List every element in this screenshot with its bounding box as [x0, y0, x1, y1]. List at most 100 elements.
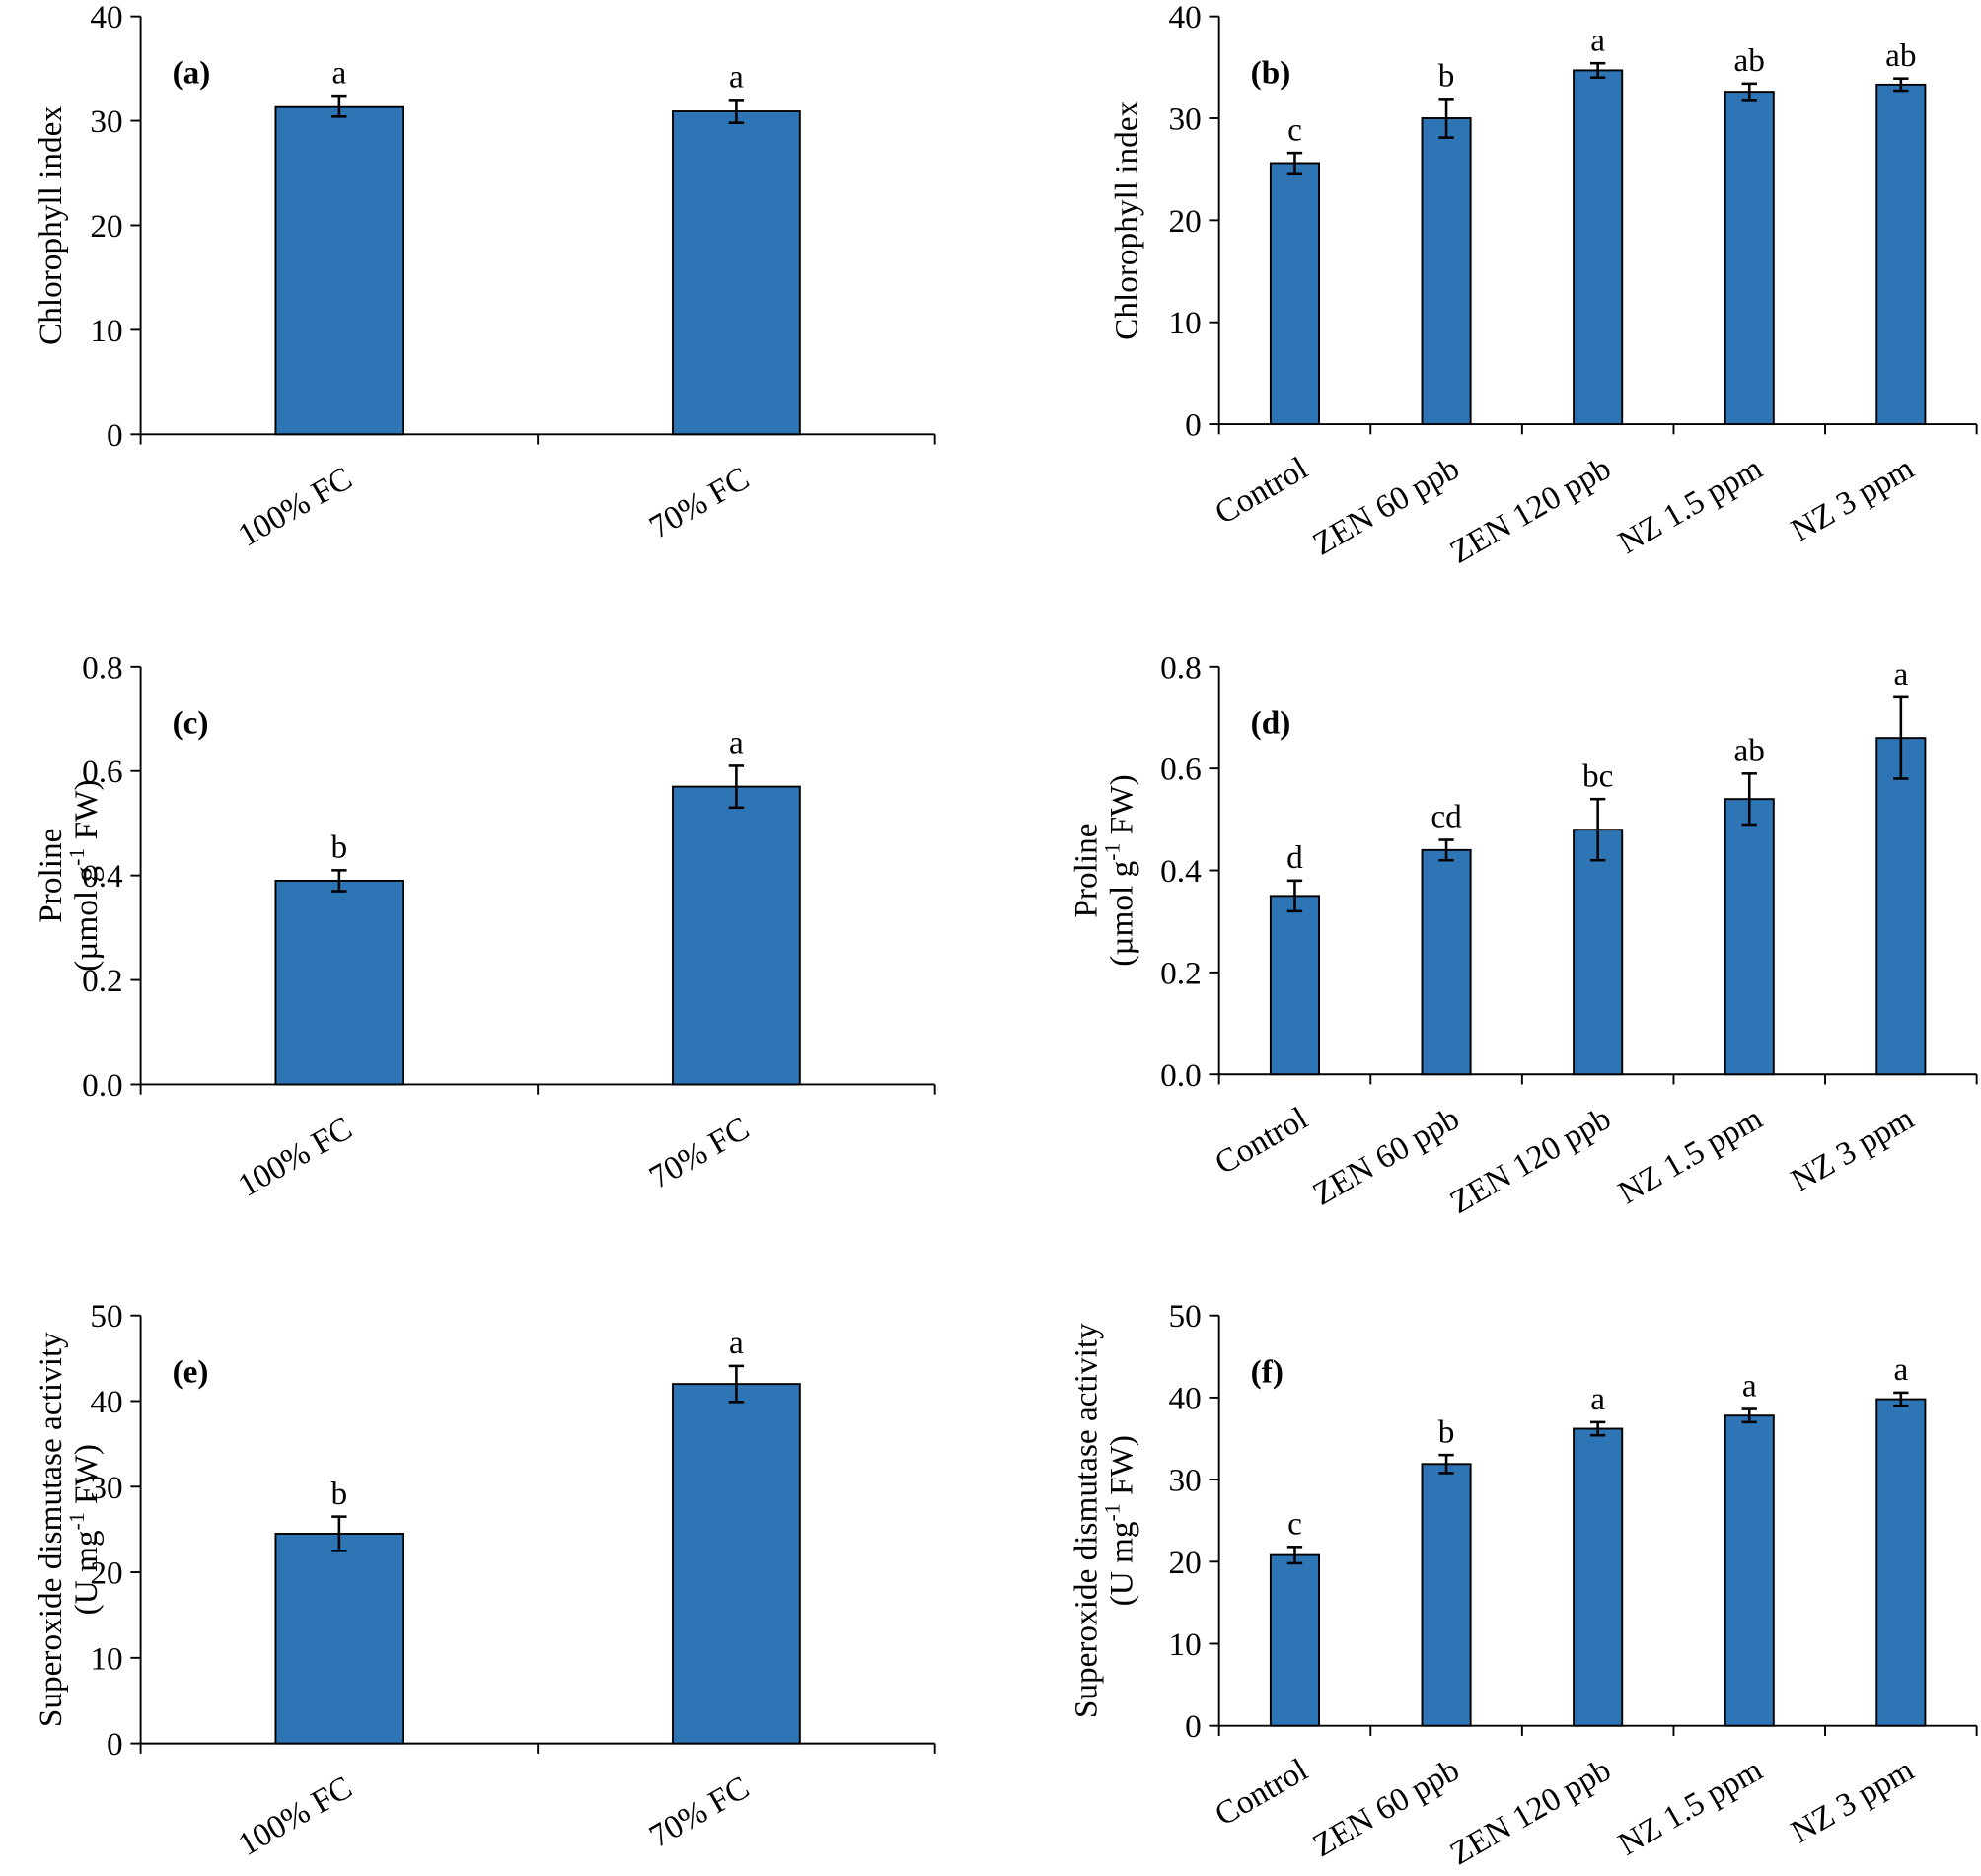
x-tick-label: ZEN 120 ppb — [1444, 450, 1617, 571]
error-bar — [1438, 98, 1454, 139]
y-tick-label: 0.8 — [1160, 649, 1202, 685]
bar — [672, 785, 801, 1086]
panel-label: (a) — [173, 54, 211, 91]
bar — [274, 105, 404, 436]
x-tick-label: Control — [1209, 1752, 1314, 1834]
significance-letter: d — [1286, 839, 1303, 876]
y-tick-label: 30 — [1168, 1463, 1201, 1499]
y-tick-label: 0.6 — [82, 754, 123, 790]
x-tick-label: ZEN 60 ppb — [1306, 1752, 1465, 1864]
error-bar — [331, 1515, 347, 1552]
y-tick-label: 20 — [90, 208, 122, 245]
x-tick-label: ZEN 120 ppb — [1444, 1752, 1617, 1873]
error-bar — [728, 99, 745, 124]
significance-letter: a — [729, 59, 744, 96]
significance-letter: a — [1893, 656, 1908, 692]
y-tick-label: 10 — [90, 1640, 122, 1677]
significance-letter: c — [1287, 1506, 1302, 1543]
y-axis-label: Proline — [33, 829, 69, 923]
bar — [1421, 1463, 1472, 1727]
bar — [1269, 1553, 1321, 1727]
y-tick-label: 0.4 — [1160, 853, 1202, 890]
panel-label: (e) — [173, 1354, 209, 1391]
panel-label: (f) — [1251, 1354, 1284, 1391]
error-bar — [1286, 151, 1303, 176]
x-tick-label: 100% FC — [232, 1111, 358, 1204]
y-tick-label: 40 — [1168, 0, 1201, 36]
y-tick-label: 40 — [1168, 1380, 1201, 1416]
superscript: -1 — [1101, 843, 1125, 861]
significance-letter: b — [331, 830, 348, 866]
superscript: -1 — [65, 1512, 89, 1530]
x-tick-label: 70% FC — [643, 1111, 756, 1196]
error-bar — [1438, 838, 1454, 862]
x-tick-label: ZEN 60 ppb — [1306, 450, 1465, 562]
bar — [1724, 798, 1775, 1076]
y-tick-label: 30 — [90, 104, 122, 140]
bar — [672, 110, 801, 436]
error-bar — [1741, 772, 1757, 827]
bar — [1573, 829, 1624, 1076]
bar — [1269, 162, 1321, 426]
y-tick-label: 0.2 — [1160, 955, 1202, 991]
error-bar — [728, 1364, 745, 1404]
label-part: FW) — [1103, 1435, 1139, 1503]
error-bar — [1589, 1420, 1606, 1437]
x-tick-label: NZ 1.5 ppm — [1612, 1100, 1769, 1211]
x-tick-label: 100% FC — [232, 460, 358, 553]
x-tick-label: NZ 3 ppm — [1785, 1752, 1920, 1850]
y-axis-label: (U mg-1 FW) — [1101, 1435, 1140, 1606]
error-bar — [1589, 61, 1606, 79]
error-bar — [1893, 77, 1909, 93]
error-bar — [1286, 1546, 1303, 1565]
y-tick-label: 50 — [90, 1298, 122, 1335]
x-tick-label: NZ 1.5 ppm — [1612, 1752, 1769, 1863]
y-tick-label: 20 — [90, 1555, 122, 1592]
error-bar — [1741, 1407, 1757, 1424]
label-part: (U mg — [1103, 1521, 1139, 1606]
x-tick-label: ZEN 60 ppb — [1306, 1100, 1465, 1212]
error-bar — [1893, 1391, 1909, 1407]
y-axis-label: Proline — [1068, 823, 1105, 917]
y-tick-label: 0.0 — [82, 1067, 123, 1104]
y-tick-label: 0.8 — [82, 649, 123, 685]
error-bar — [331, 94, 347, 118]
y-tick-label: 10 — [1168, 305, 1201, 341]
y-axis-label: Superoxide dismutase activity — [33, 1332, 69, 1727]
significance-letter: a — [1893, 1351, 1908, 1388]
y-axis-label: Chlorophyll index — [1108, 100, 1144, 339]
x-tick-label: ZEN 120 ppb — [1444, 1100, 1617, 1221]
label-part: (U mg — [68, 1530, 105, 1615]
y-tick-label: 0.4 — [82, 858, 123, 895]
significance-letter: a — [331, 54, 346, 91]
panel-label: (b) — [1251, 54, 1291, 91]
significance-letter: b — [331, 1476, 348, 1512]
y-axis-label: (µmol g-1 FW) — [1101, 774, 1140, 966]
superscript: -1 — [65, 848, 89, 866]
error-bar — [1286, 879, 1303, 913]
bar — [1421, 848, 1472, 1076]
significance-letter: a — [729, 1325, 744, 1361]
y-tick-label: 30 — [90, 1470, 122, 1506]
bar — [672, 1383, 801, 1745]
y-tick-label: 30 — [1168, 102, 1201, 138]
bar — [1573, 69, 1624, 426]
bar — [1875, 1398, 1927, 1727]
bar — [1875, 83, 1927, 426]
bar — [1724, 91, 1775, 426]
significance-letter: b — [1438, 1413, 1455, 1450]
error-bar — [1893, 695, 1909, 780]
y-tick-label: 20 — [1168, 203, 1201, 240]
y-tick-label: 40 — [90, 1384, 122, 1420]
bar — [1573, 1427, 1624, 1727]
y-tick-label: 0.0 — [1160, 1057, 1202, 1094]
y-tick-label: 0 — [1185, 1708, 1202, 1745]
y-tick-label: 40 — [90, 0, 122, 36]
significance-letter: ab — [1734, 733, 1765, 769]
x-tick-label: Control — [1209, 1100, 1314, 1182]
significance-letter: a — [1590, 1381, 1605, 1417]
y-tick-label: 10 — [90, 313, 122, 349]
significance-letter: b — [1438, 58, 1455, 95]
y-axis-label: (U mg-1 FW) — [65, 1444, 105, 1615]
panel-label: (c) — [173, 705, 209, 742]
